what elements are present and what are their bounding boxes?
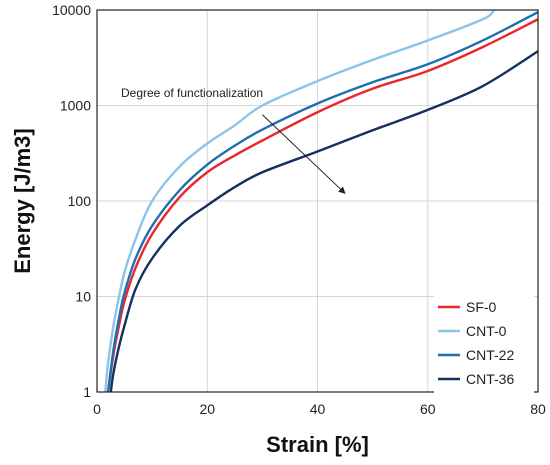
plot-frame: [96, 9, 539, 393]
x-tick-label: 40: [310, 401, 326, 417]
series-line-cnt-0: [104, 10, 496, 392]
grid: [97, 10, 538, 392]
y-tick-label: 10: [75, 289, 91, 305]
y-tick-label: 1: [83, 384, 91, 400]
annotation-text: Degree of functionalization: [121, 86, 263, 100]
x-tick-label: 0: [93, 401, 101, 417]
legend-label-cnt-36: CNT-36: [466, 371, 514, 387]
annotation: Degree of functionalization: [121, 86, 346, 194]
x-tick-label: 20: [199, 401, 215, 417]
y-tick-label: 1000: [60, 98, 91, 114]
legend-label-sf-0: SF-0: [466, 299, 497, 315]
y-tick-label: 100: [68, 193, 92, 209]
series-line-cnt-36: [109, 50, 538, 392]
series-group: [104, 10, 538, 392]
y-tick-label: 10000: [52, 2, 91, 18]
x-tick-label: 60: [420, 401, 436, 417]
x-tick-label: 80: [530, 401, 546, 417]
x-axis-title: Strain [%]: [266, 432, 369, 457]
tick-labels: 0 20 40 60 80 1 10 100 1000 10000: [52, 2, 546, 417]
annotation-arrow: [262, 114, 346, 194]
series-line-cnt-22: [106, 10, 538, 392]
legend-label-cnt-22: CNT-22: [466, 347, 514, 363]
legend: SF-0 CNT-0 CNT-22 CNT-36: [434, 293, 534, 395]
legend-label-cnt-0: CNT-0: [466, 323, 507, 339]
y-axis-title: Energy [J/m3]: [10, 128, 35, 274]
series-line-sf-0: [106, 18, 538, 392]
